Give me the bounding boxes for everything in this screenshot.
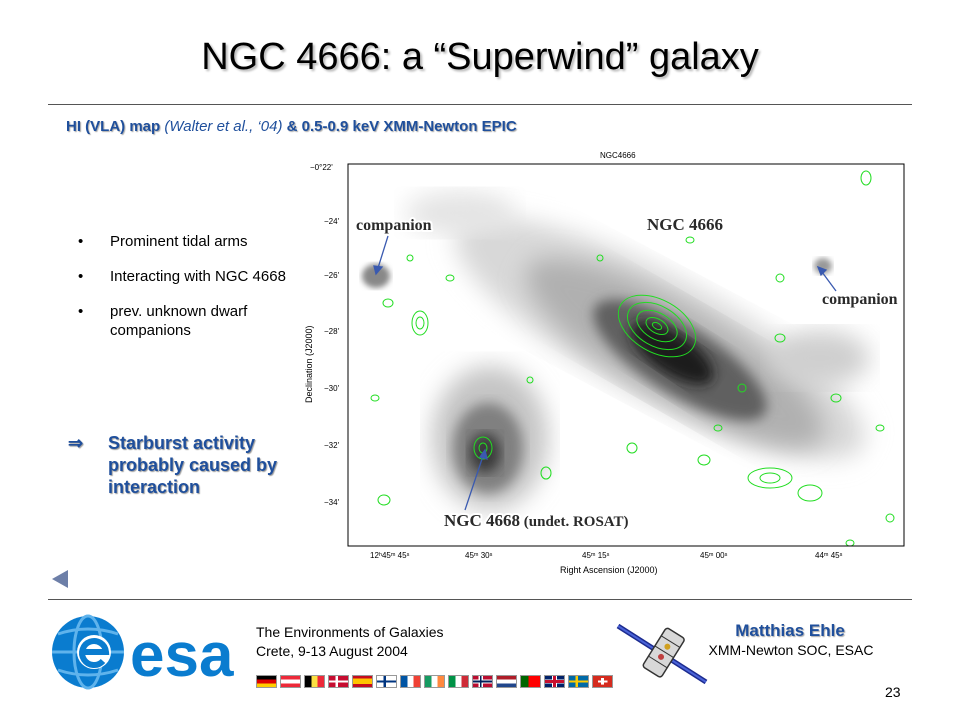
flag-spain-icon	[352, 675, 373, 688]
hi-xray-map-figure: NGC4666	[304, 151, 905, 575]
conclusion-line-1: Starburst activity	[108, 433, 256, 453]
y-tick-label: −34'	[324, 498, 340, 507]
y-axis-ticks: −0°22' −24' −26' −28' −30' −32' −34'	[310, 163, 340, 507]
top-divider	[48, 104, 912, 105]
event-name: The Environments of Galaxies	[256, 624, 444, 640]
bullet-text: Interacting with NGC 4668	[110, 268, 286, 285]
hi-map-image	[348, 164, 904, 546]
flag-sweden-icon	[568, 675, 589, 688]
bullet-dot-icon: •	[78, 233, 84, 250]
caption-xmm: & 0.5-0.9 keV XMM-Newton EPIC	[286, 118, 517, 135]
flag-finland-icon	[376, 675, 397, 688]
flag-portugal-icon	[520, 675, 541, 688]
x-tick-label: 45ᵐ 00ˢ	[700, 551, 728, 560]
y-axis-label: Declination (J2000)	[304, 325, 314, 403]
caption-hi-map: HI (VLA) map	[66, 118, 161, 135]
figure-labels: companion NGC 4666 companion NGC 4668 (u…	[356, 215, 898, 530]
flag-switzerland-icon	[592, 675, 613, 688]
xmm-newton-satellite-icon	[616, 623, 708, 685]
page-number: 23	[885, 684, 901, 700]
label-companion-left-halo: companion	[356, 217, 432, 234]
label-companion-right: companion	[822, 291, 898, 308]
bullet-item: • prev. unknown dwarf companions	[78, 302, 308, 340]
bullet-item: • Prominent tidal arms	[78, 232, 308, 251]
plot-frame	[347, 163, 905, 547]
x-tick-label: 45ᵐ 30ˢ	[465, 551, 493, 560]
xray-contours	[370, 170, 895, 546]
esa-globe-icon	[52, 614, 124, 690]
x-axis-ticks: 12ʰ45ᵐ 45ˢ 45ᵐ 30ˢ 45ᵐ 15ˢ 45ᵐ 00ˢ 44ᵐ 4…	[370, 551, 843, 560]
x-axis-label: Right Ascension (J2000)	[560, 565, 658, 575]
flag-italy-icon	[448, 675, 469, 688]
bullet-text: prev. unknown dwarf companions	[110, 303, 248, 339]
flag-denmark-icon	[328, 675, 349, 688]
x-tick-label: 12ʰ45ᵐ 45ˢ	[370, 551, 410, 560]
bullet-list: • Prominent tidal arms • Interacting with …	[78, 232, 308, 356]
flag-france-icon	[400, 675, 421, 688]
slide-title: NGC 4666: a “Superwind” galaxy	[201, 36, 759, 78]
label-ngc4666-halo: NGC 4666	[647, 215, 723, 234]
figure-caption: HI (VLA) map (Walter et al., ‘04) & 0.5-…	[66, 118, 517, 135]
event-date-location: Crete, 9-13 August 2004	[256, 643, 408, 659]
flag-germany-icon	[256, 675, 277, 688]
arrow-head-icon	[816, 265, 828, 277]
bottom-divider	[48, 599, 912, 600]
bullet-item: • Interacting with NGC 4668	[78, 267, 308, 286]
label-ngc4668: NGC 4668 (undet. ROSAT)	[444, 511, 629, 530]
bullet-dot-icon: •	[78, 303, 84, 320]
flag-norway-icon	[472, 675, 493, 688]
label-ngc4666: NGC 4666	[647, 215, 723, 234]
arrow-head-icon	[478, 448, 488, 460]
flag-uk-icon	[544, 675, 565, 688]
y-tick-label: −26'	[324, 271, 340, 280]
y-tick-label: −30'	[324, 384, 340, 393]
figure-header: NGC4666	[600, 151, 636, 160]
y-tick-label: −0°22'	[310, 163, 333, 172]
label-ngc4668-halo: NGC 4668 (undet. ROSAT)	[444, 511, 629, 530]
previous-slide-arrow-icon[interactable]	[52, 570, 68, 588]
x-tick-label: 45ᵐ 15ˢ	[582, 551, 610, 560]
arrow-ngc4668	[464, 455, 484, 511]
label-halo: companion NGC 4666 companion NGC 4668 (u…	[354, 213, 900, 532]
author-affiliation: XMM-Newton SOC, ESAC	[708, 642, 874, 658]
x-tick-label: 44ᵐ 45ˢ	[815, 551, 843, 560]
y-tick-label: −28'	[324, 327, 340, 336]
bullet-dot-icon: •	[78, 268, 84, 285]
flag-belgium-icon	[304, 675, 325, 688]
label-companion-right-halo: companion	[822, 291, 898, 308]
pointer-arrows	[373, 235, 837, 511]
member-state-flags	[256, 675, 613, 688]
conclusion-text: ⇒ Starburst activity probably caused by i…	[68, 432, 328, 498]
author-name: Matthias Ehle	[735, 621, 845, 640]
esa-wordmark: esa	[130, 621, 234, 690]
implies-arrow-icon: ⇒	[68, 433, 84, 453]
bullet-text: Prominent tidal arms	[110, 233, 248, 250]
arrow-companion-right	[821, 271, 837, 292]
arrow-companion-left	[377, 235, 389, 269]
caption-reference: (Walter et al., ‘04)	[160, 118, 287, 135]
arrow-head-icon	[373, 265, 384, 276]
y-tick-label: −24'	[324, 217, 340, 226]
flag-ireland-icon	[424, 675, 445, 688]
flag-netherlands-icon	[496, 675, 517, 688]
y-tick-label: −32'	[324, 441, 340, 450]
conclusion-line-2: probably caused by	[108, 455, 278, 475]
label-companion-left: companion	[356, 217, 432, 234]
flag-austria-icon	[280, 675, 301, 688]
conclusion-line-3: interaction	[108, 477, 201, 497]
esa-logo: esa	[52, 614, 234, 690]
